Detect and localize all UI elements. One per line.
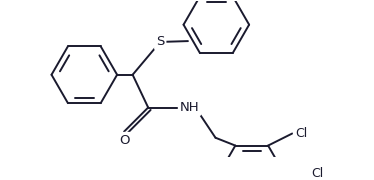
Text: Cl: Cl	[295, 127, 307, 140]
Text: NH: NH	[180, 101, 199, 114]
Text: S: S	[156, 35, 165, 48]
Text: O: O	[119, 134, 129, 147]
Text: Cl: Cl	[311, 167, 324, 180]
